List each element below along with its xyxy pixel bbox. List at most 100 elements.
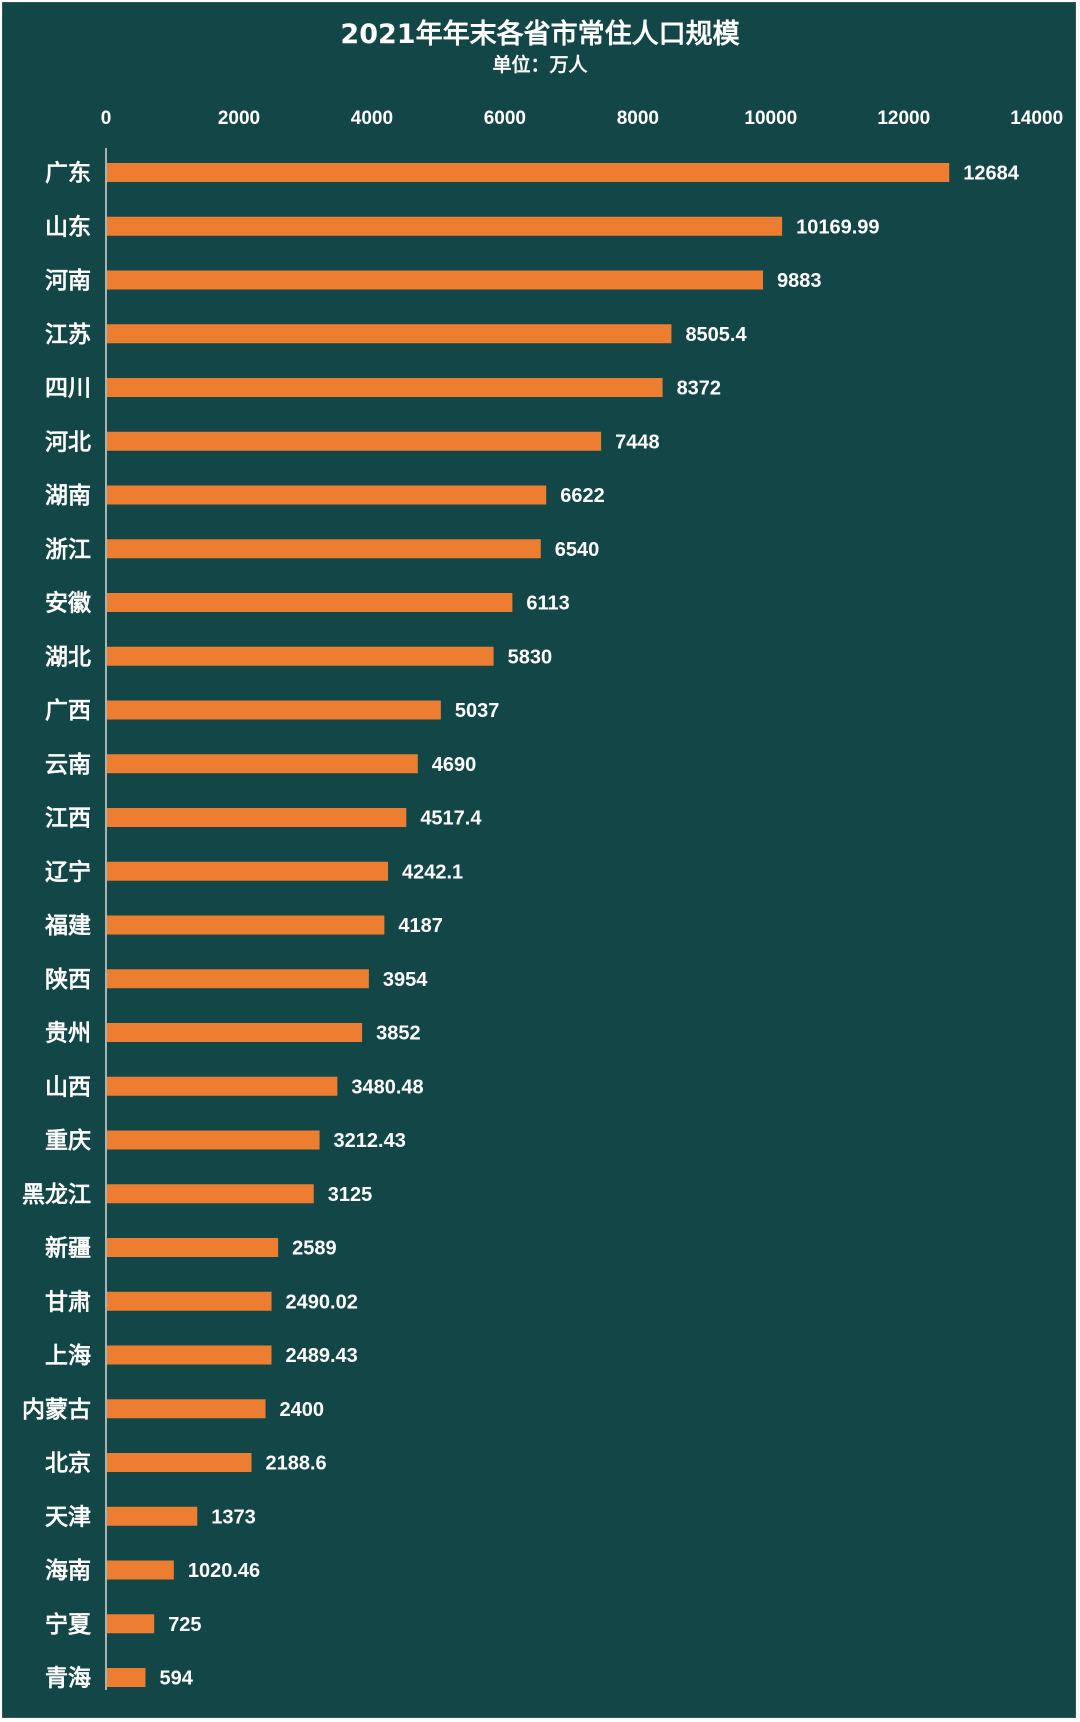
bar-row: 青海 594 (45, 1665, 194, 1692)
bar (107, 861, 389, 881)
x-tick-label: 14000 (1010, 108, 1063, 129)
bar-row: 广西 5037 (45, 697, 499, 724)
category-label: 黑龙江 (22, 1182, 91, 1208)
bar-row: 安徽 6113 (45, 590, 570, 617)
bar (107, 270, 764, 290)
x-tick-label: 2000 (218, 108, 260, 129)
category-label: 贵州 (45, 1021, 91, 1047)
x-tick-label: 10000 (744, 108, 797, 129)
value-label: 4187 (398, 915, 443, 937)
bar (107, 1614, 155, 1634)
bar-row: 福建 4187 (44, 913, 443, 939)
bar (107, 1453, 252, 1472)
bar (107, 1506, 198, 1526)
value-label: 3852 (376, 1023, 421, 1045)
bar (107, 915, 385, 935)
category-label: 甘肃 (45, 1289, 91, 1315)
bar-row: 湖南 6622 (45, 483, 605, 509)
bar-row: 湖北 5830 (45, 644, 552, 670)
value-label: 9883 (777, 270, 822, 292)
x-axis-ticks: 0 2000 4000 6000 8000 10000 12000 14000 (101, 108, 1063, 129)
bar-row: 重庆 3212.43 (45, 1127, 406, 1154)
bar-row: 甘肃 2490.02 (45, 1289, 358, 1315)
value-label: 4242.1 (402, 861, 463, 883)
x-tick-label: 4000 (351, 108, 393, 129)
category-label: 河北 (45, 429, 91, 455)
bar-row: 黑龙江 3125 (22, 1182, 372, 1208)
bar-row: 陕西 3954 (45, 966, 428, 993)
bar-row: 山西 3480.48 (45, 1074, 424, 1100)
bar-row: 浙江 6540 (45, 537, 599, 563)
bar (107, 646, 494, 666)
bar-row: 山东 10169.99 (45, 213, 880, 240)
category-label: 安徽 (45, 590, 92, 617)
bar (107, 593, 513, 612)
category-label: 宁夏 (45, 1611, 92, 1638)
value-label: 594 (159, 1668, 193, 1690)
category-label: 新疆 (45, 1235, 91, 1262)
bar-row: 北京 2188.6 (45, 1450, 327, 1477)
category-label: 湖南 (45, 483, 91, 509)
chart-subtitle: 单位：万人 (492, 53, 588, 76)
category-label: 福建 (44, 913, 91, 939)
bar (107, 539, 541, 559)
category-label: 上海 (45, 1342, 91, 1369)
bar (107, 431, 602, 451)
x-tick-label: 6000 (484, 108, 526, 129)
value-label: 2589 (292, 1238, 337, 1260)
bar (107, 216, 783, 236)
bar (107, 1560, 174, 1580)
value-label: 4517.4 (420, 808, 482, 830)
category-label: 陕西 (45, 966, 91, 993)
bar-row: 上海 2489.43 (45, 1342, 358, 1369)
category-label: 山东 (45, 213, 91, 240)
category-label: 海南 (45, 1557, 91, 1584)
x-tick-label: 12000 (877, 108, 930, 129)
value-label: 8372 (677, 378, 722, 400)
category-label: 广东 (45, 160, 91, 187)
category-label: 广西 (45, 697, 91, 724)
value-label: 2490.02 (286, 1291, 358, 1313)
value-label: 2400 (280, 1399, 325, 1421)
category-label: 浙江 (45, 537, 91, 563)
bar (107, 754, 418, 774)
value-label: 2489.43 (285, 1345, 357, 1367)
value-label: 3480.48 (351, 1076, 423, 1098)
bar-row: 河北 7448 (45, 429, 660, 455)
bar (107, 1668, 146, 1687)
bar (107, 700, 441, 720)
bar (107, 324, 672, 344)
value-label: 3954 (383, 969, 428, 991)
bar (107, 1399, 266, 1419)
value-label: 5037 (455, 700, 500, 722)
bar-row: 海南 1020.46 (45, 1557, 260, 1584)
value-label: 3212.43 (334, 1130, 406, 1152)
value-label: 6622 (560, 485, 605, 507)
category-label: 青海 (45, 1665, 91, 1692)
value-label: 6113 (526, 593, 569, 615)
category-label: 江苏 (45, 322, 91, 348)
value-label: 10169.99 (796, 216, 879, 238)
bar (107, 485, 547, 505)
value-label: 2188.6 (265, 1453, 326, 1475)
bar-row: 四川 8372 (45, 376, 721, 402)
category-label: 内蒙古 (22, 1397, 91, 1423)
value-label: 7448 (615, 431, 660, 453)
bar (107, 1023, 363, 1042)
category-label: 山西 (45, 1074, 91, 1100)
chart-title: 2021年年末各省市常住人口规模 (340, 18, 739, 50)
bar-row: 云南 4690 (45, 752, 476, 778)
category-label: 河南 (45, 268, 91, 294)
category-label: 四川 (45, 376, 91, 402)
value-label: 725 (168, 1614, 201, 1636)
value-label: 8505.4 (685, 324, 747, 346)
bar (107, 1076, 338, 1096)
value-label: 1020.46 (188, 1560, 260, 1582)
category-label: 重庆 (45, 1127, 91, 1154)
bar (107, 378, 663, 397)
bar-row: 内蒙古 2400 (22, 1397, 324, 1423)
bar (107, 808, 407, 827)
category-label: 湖北 (45, 644, 91, 670)
bar-row: 江苏 8505.4 (45, 322, 747, 348)
